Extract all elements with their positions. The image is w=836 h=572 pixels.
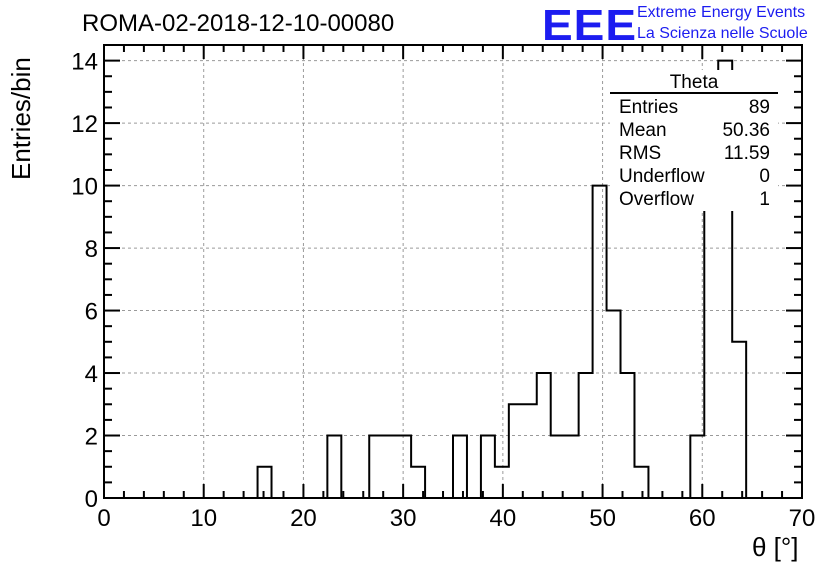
stats-box: Theta Entries 89 Mean 50.36 RMS 11.59 Un… xyxy=(610,70,778,211)
y-tick-label: 6 xyxy=(85,299,98,326)
chart-title: ROMA-02-2018-12-10-00080 xyxy=(82,10,395,37)
logo-line-2: La Scienza nelle Scuole xyxy=(637,25,808,42)
stats-label: RMS xyxy=(619,143,662,164)
grid-lines xyxy=(104,45,802,498)
y-tick-label: 2 xyxy=(85,424,98,451)
x-tick-label: 40 xyxy=(490,505,517,532)
x-tick-label: 60 xyxy=(689,505,716,532)
stats-row-overflow: Overflow 1 xyxy=(610,188,778,211)
y-tick-label: 14 xyxy=(71,49,98,76)
stats-label: Entries xyxy=(619,97,679,118)
y-tick-label: 10 xyxy=(71,174,98,201)
x-tick-label: 10 xyxy=(190,505,217,532)
x-tick-label: 50 xyxy=(589,505,616,532)
y-tick-label: 4 xyxy=(85,361,98,388)
y-tick-label: 12 xyxy=(71,111,98,138)
y-tick-label: 0 xyxy=(85,486,98,513)
x-tick-label: 20 xyxy=(290,505,317,532)
axis-ticks xyxy=(103,45,803,499)
y-axis-label: Entries/bin xyxy=(6,57,36,180)
stats-row-mean: Mean 50.36 xyxy=(610,119,778,142)
eee-logo: EEE xyxy=(542,0,638,50)
stats-row-rms: RMS 11.59 xyxy=(610,142,778,165)
stats-title: Theta xyxy=(610,70,778,94)
stats-label: Overflow xyxy=(619,189,694,210)
plot-frame xyxy=(103,44,803,499)
x-tick-label: 30 xyxy=(390,505,417,532)
stats-value: 1 xyxy=(759,189,770,210)
x-tick-label: 70 xyxy=(789,505,816,532)
histogram-step-line xyxy=(256,59,748,498)
stats-value: 50.36 xyxy=(722,120,770,141)
stats-value: 89 xyxy=(748,97,770,118)
stats-value: 0 xyxy=(759,166,770,187)
stats-row-underflow: Underflow 0 xyxy=(610,165,778,188)
stats-row-entries: Entries 89 xyxy=(610,96,778,119)
stats-label: Mean xyxy=(619,120,667,141)
stats-label: Underflow xyxy=(619,166,705,187)
y-tick-label: 8 xyxy=(85,236,98,263)
x-tick-label: 0 xyxy=(97,505,110,532)
x-axis-label: θ [°] xyxy=(752,532,799,562)
stats-value: 11.59 xyxy=(723,143,770,164)
logo-line-1: Extreme Energy Events xyxy=(637,4,806,21)
